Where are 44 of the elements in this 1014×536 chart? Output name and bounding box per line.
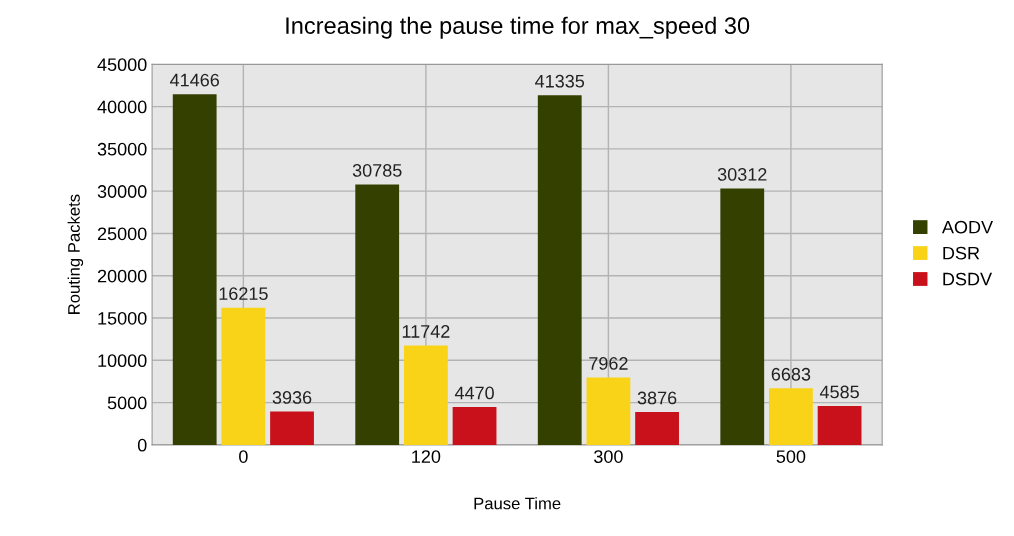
data-label: 7962	[589, 357, 628, 370]
data-label: 3936	[272, 391, 312, 404]
data-label: 30785	[352, 164, 402, 177]
y-axis-title: Routing Packets	[67, 194, 84, 314]
y-tick-label: 40000	[97, 100, 147, 114]
data-label: 11742	[402, 325, 450, 338]
y-tick-label: 25000	[97, 227, 147, 241]
y-tick-label: 10000	[98, 354, 147, 368]
y-tick-label: 15000	[98, 311, 147, 325]
chart-title: Increasing the pause time for max_speed 30	[286, 16, 750, 39]
data-label: 30312	[717, 168, 767, 181]
bar	[221, 307, 266, 445]
legend-label: DSR	[943, 246, 980, 260]
x-tick-label: 120	[412, 450, 441, 463]
data-label: 16215	[219, 287, 268, 301]
bar	[635, 412, 679, 445]
x-axis-title: Pause Time	[474, 497, 561, 510]
data-label: 6683	[771, 367, 811, 381]
y-tick-label: 35000	[97, 142, 147, 156]
bar	[817, 406, 862, 445]
legend-label: AODV	[941, 220, 994, 234]
bar	[586, 377, 631, 445]
bar	[172, 94, 217, 445]
data-label: 4470	[454, 386, 494, 400]
bar	[720, 188, 765, 445]
data-label: 41466	[170, 73, 219, 87]
x-tick-label: 500	[776, 450, 806, 463]
data-label: 3876	[637, 391, 677, 405]
bar	[769, 388, 813, 445]
x-tick-label: 0	[239, 450, 248, 463]
bar	[537, 95, 582, 445]
bar	[355, 184, 400, 445]
data-label: 4585	[819, 385, 859, 399]
y-tick-label: 45000	[97, 58, 147, 72]
y-tick-label: 30000	[97, 185, 147, 198]
x-tick-label: 300	[594, 450, 623, 463]
bar	[270, 411, 314, 445]
bar	[452, 407, 497, 445]
y-tick-label: 5000	[107, 396, 147, 410]
bar	[403, 345, 448, 445]
legend-label: DSDV	[943, 272, 993, 286]
y-tick-label: 20000	[97, 269, 147, 283]
y-tick-label: 0	[137, 438, 147, 452]
data-label: 41335	[535, 74, 585, 88]
